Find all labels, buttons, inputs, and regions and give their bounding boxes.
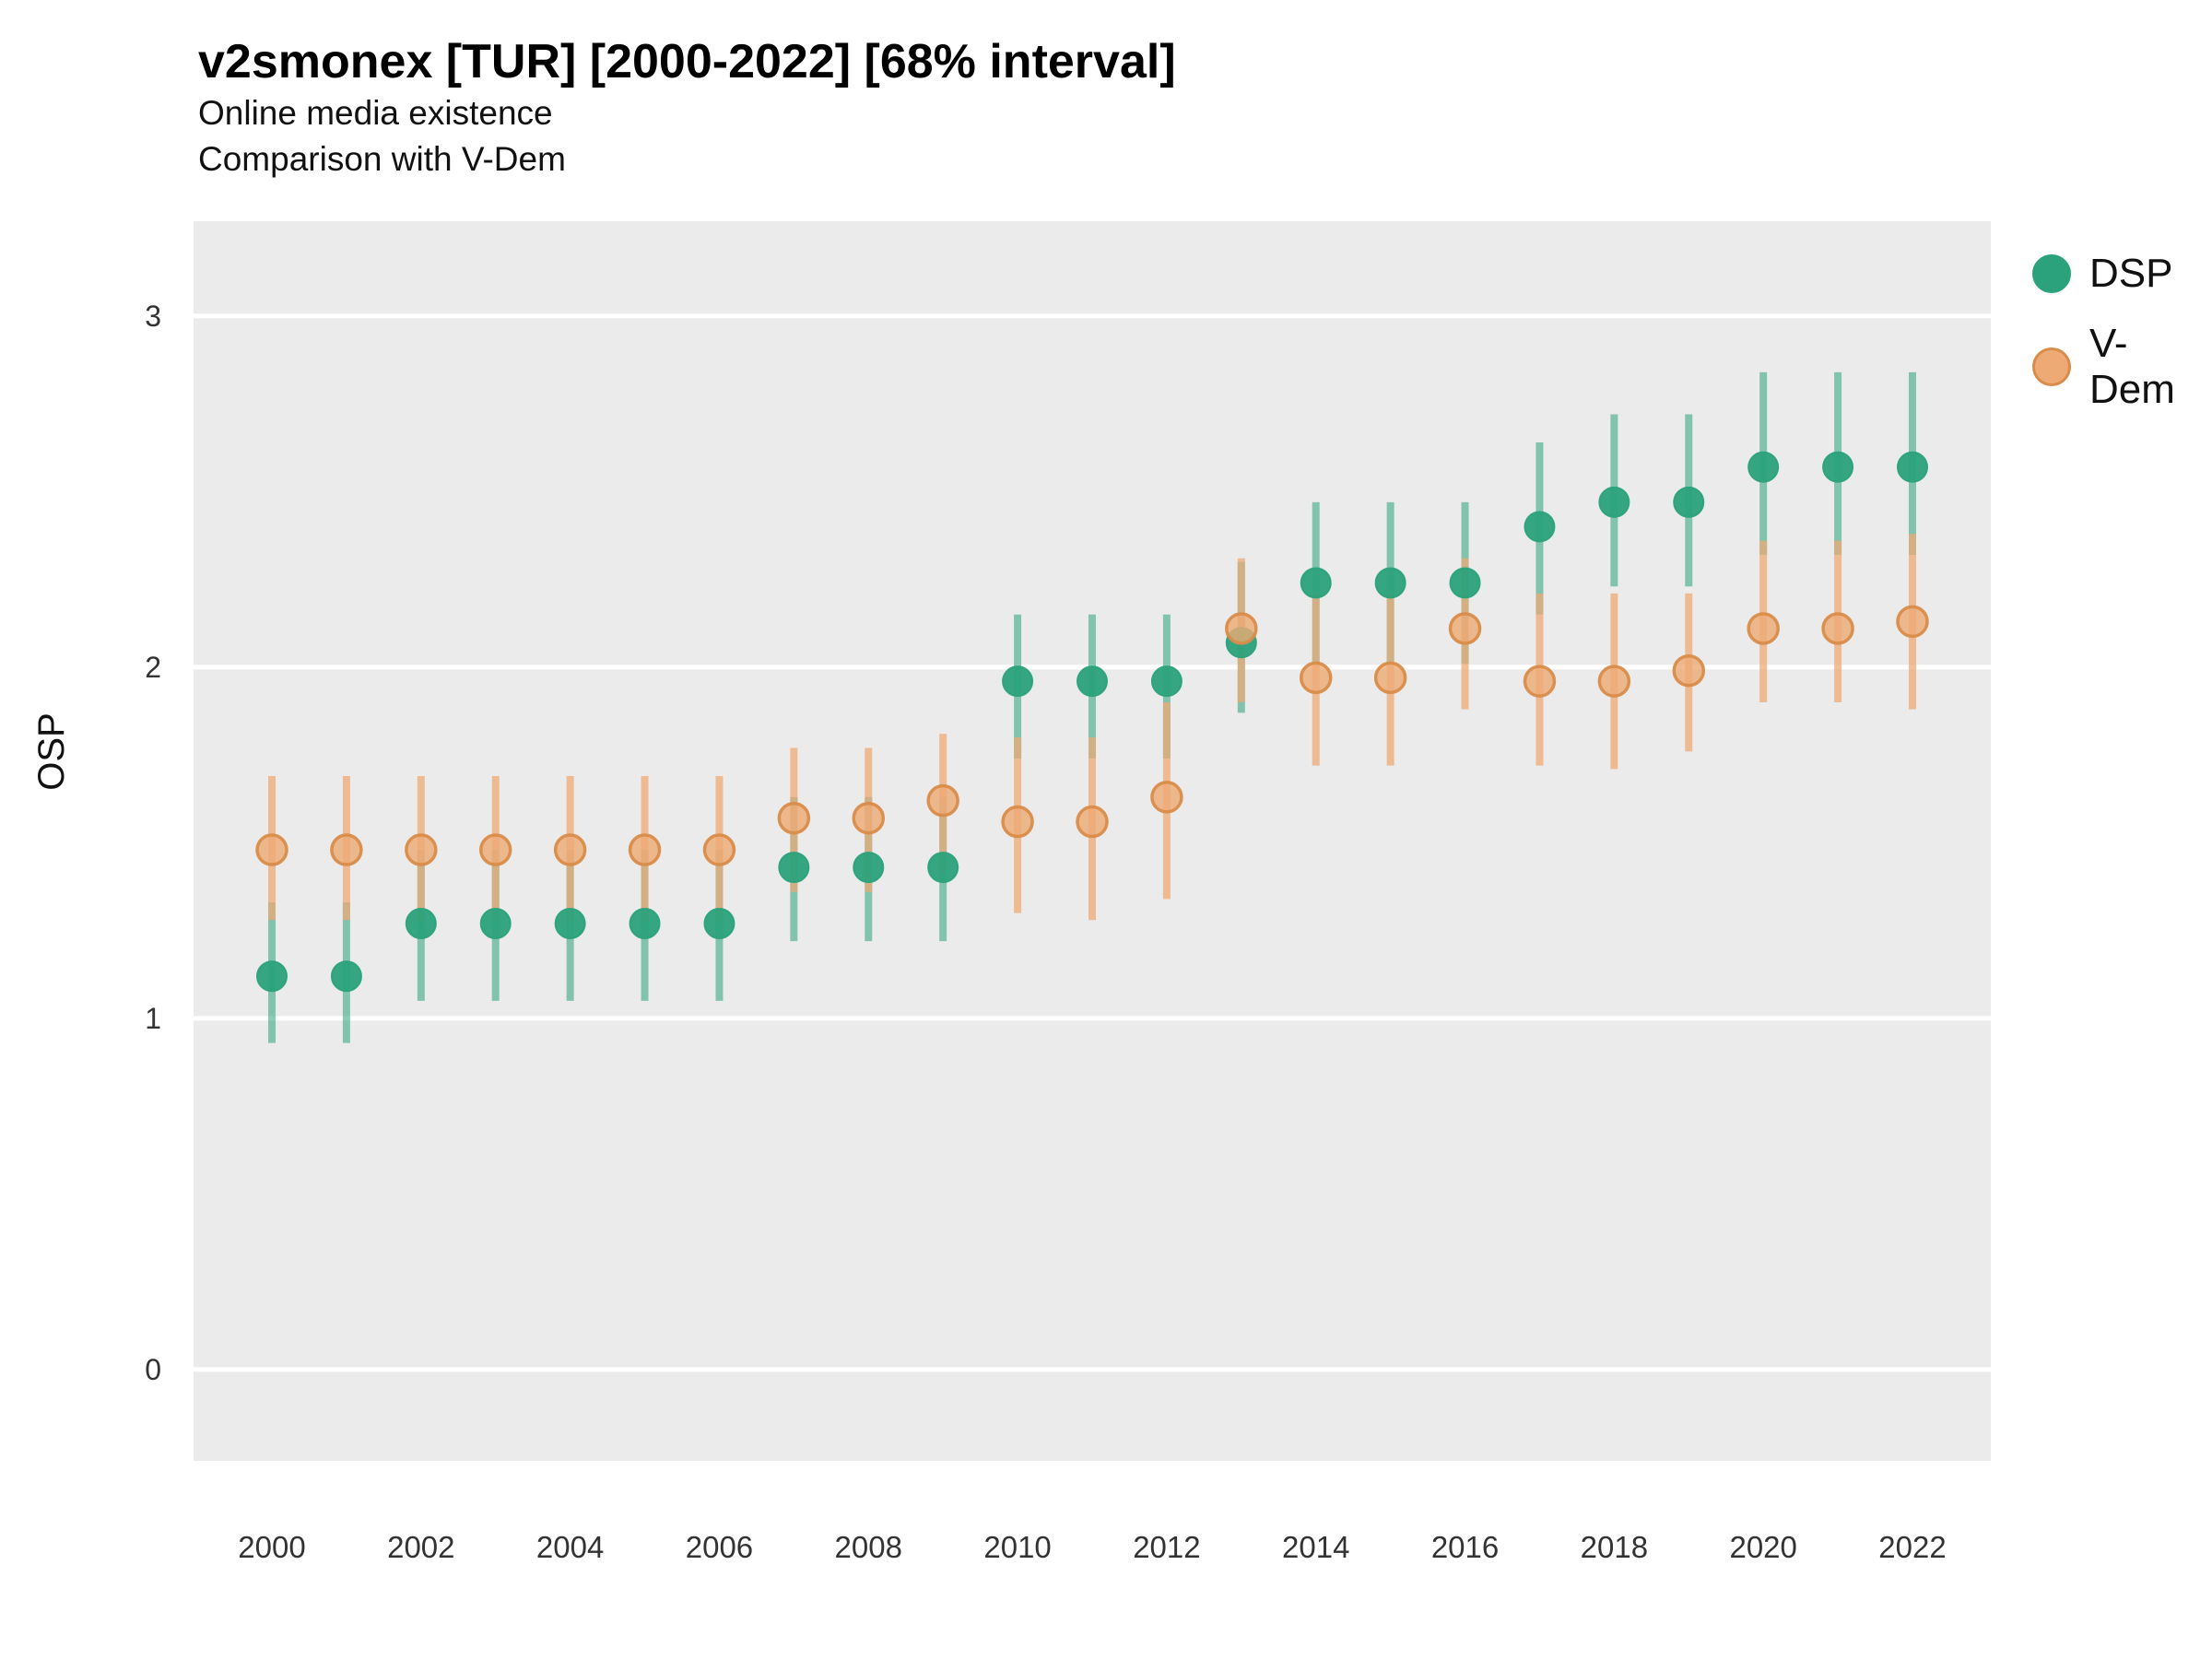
legend-item-vdem: V-Dem [2032, 321, 2212, 413]
x-tick-label: 2014 [1282, 1530, 1349, 1564]
x-tick-label: 2008 [835, 1530, 902, 1564]
point-v-dem-2014 [1299, 661, 1333, 695]
x-tick-label: 2020 [1729, 1530, 1796, 1564]
point-dsp-2007 [778, 852, 810, 884]
point-v-dem-2015 [1373, 661, 1407, 695]
point-dsp-2022 [1897, 451, 1928, 483]
x-tick-label: 2016 [1431, 1530, 1499, 1564]
dsp-marker-icon [2032, 254, 2071, 293]
point-dsp-2019 [1673, 486, 1705, 518]
x-tick-label: 2022 [1878, 1530, 1946, 1564]
point-v-dem-2010 [1001, 805, 1034, 839]
point-dsp-2004 [554, 908, 586, 940]
point-v-dem-2007 [777, 801, 811, 835]
legend-label-vdem: V-Dem [2089, 321, 2175, 412]
legend-label-dsp: DSP [2089, 251, 2173, 296]
y-tick-label: 2 [145, 651, 161, 684]
x-tick-label: 2012 [1133, 1530, 1200, 1564]
point-dsp-2016 [1449, 567, 1481, 599]
point-dsp-2003 [479, 908, 512, 940]
point-dsp-2000 [256, 960, 288, 993]
point-dsp-2010 [1002, 665, 1034, 698]
y-tick-label: 0 [145, 1353, 161, 1386]
point-v-dem-2009 [926, 783, 959, 818]
point-dsp-2011 [1077, 665, 1108, 698]
point-v-dem-2013 [1225, 612, 1258, 645]
vdem-marker-icon [2032, 347, 2071, 386]
point-v-dem-2019 [1672, 653, 1706, 688]
point-v-dem-2006 [702, 833, 736, 866]
point-dsp-2015 [1374, 567, 1406, 599]
y-axis-label: OSP [31, 712, 72, 791]
legend-item-dsp: DSP [2032, 251, 2212, 297]
point-v-dem-2002 [405, 833, 438, 866]
chart-subtitle-1: Online media existence [198, 93, 553, 132]
point-v-dem-2001 [330, 833, 363, 866]
point-v-dem-2004 [553, 833, 587, 866]
point-v-dem-2022 [1896, 605, 1929, 639]
point-dsp-2017 [1524, 511, 1556, 543]
chart-title: v2smonex [TUR] [2000-2022] [68% interval… [198, 35, 1176, 88]
x-tick-label: 2006 [686, 1530, 753, 1564]
point-dsp-2002 [405, 908, 437, 940]
point-dsp-2012 [1150, 665, 1182, 698]
point-v-dem-2005 [628, 833, 662, 866]
x-tick-label: 2018 [1581, 1530, 1648, 1564]
y-tick-label: 1 [145, 1002, 161, 1035]
x-tick-label: 2010 [983, 1530, 1051, 1564]
x-tick-label: 2004 [536, 1530, 604, 1564]
point-dsp-2001 [330, 960, 362, 993]
point-v-dem-2018 [1597, 665, 1631, 698]
point-dsp-2021 [1822, 451, 1854, 483]
point-v-dem-2016 [1448, 612, 1482, 645]
point-dsp-2006 [703, 908, 735, 940]
point-dsp-2005 [629, 908, 661, 940]
x-tick-label: 2002 [387, 1530, 454, 1564]
x-tick-label: 2000 [238, 1530, 305, 1564]
point-v-dem-2003 [478, 833, 512, 866]
chart-subtitle-2: Comparison with V-Dem [198, 139, 566, 178]
point-v-dem-2017 [1523, 665, 1557, 698]
point-v-dem-2008 [852, 801, 886, 835]
point-dsp-2009 [927, 852, 959, 884]
point-v-dem-2011 [1076, 805, 1109, 839]
chart-header: v2smonex [TUR] [2000-2022] [68% interval… [198, 35, 1176, 182]
point-v-dem-2012 [1150, 781, 1183, 814]
point-dsp-2014 [1300, 567, 1332, 599]
point-v-dem-2020 [1747, 612, 1780, 645]
point-v-dem-2000 [255, 833, 288, 866]
point-dsp-2020 [1747, 451, 1780, 483]
y-tick-label: 3 [145, 300, 161, 333]
legend: DSP V-Dem [2032, 251, 2212, 413]
point-dsp-2018 [1598, 486, 1630, 518]
point-v-dem-2021 [1821, 612, 1854, 645]
point-dsp-2008 [853, 852, 885, 884]
